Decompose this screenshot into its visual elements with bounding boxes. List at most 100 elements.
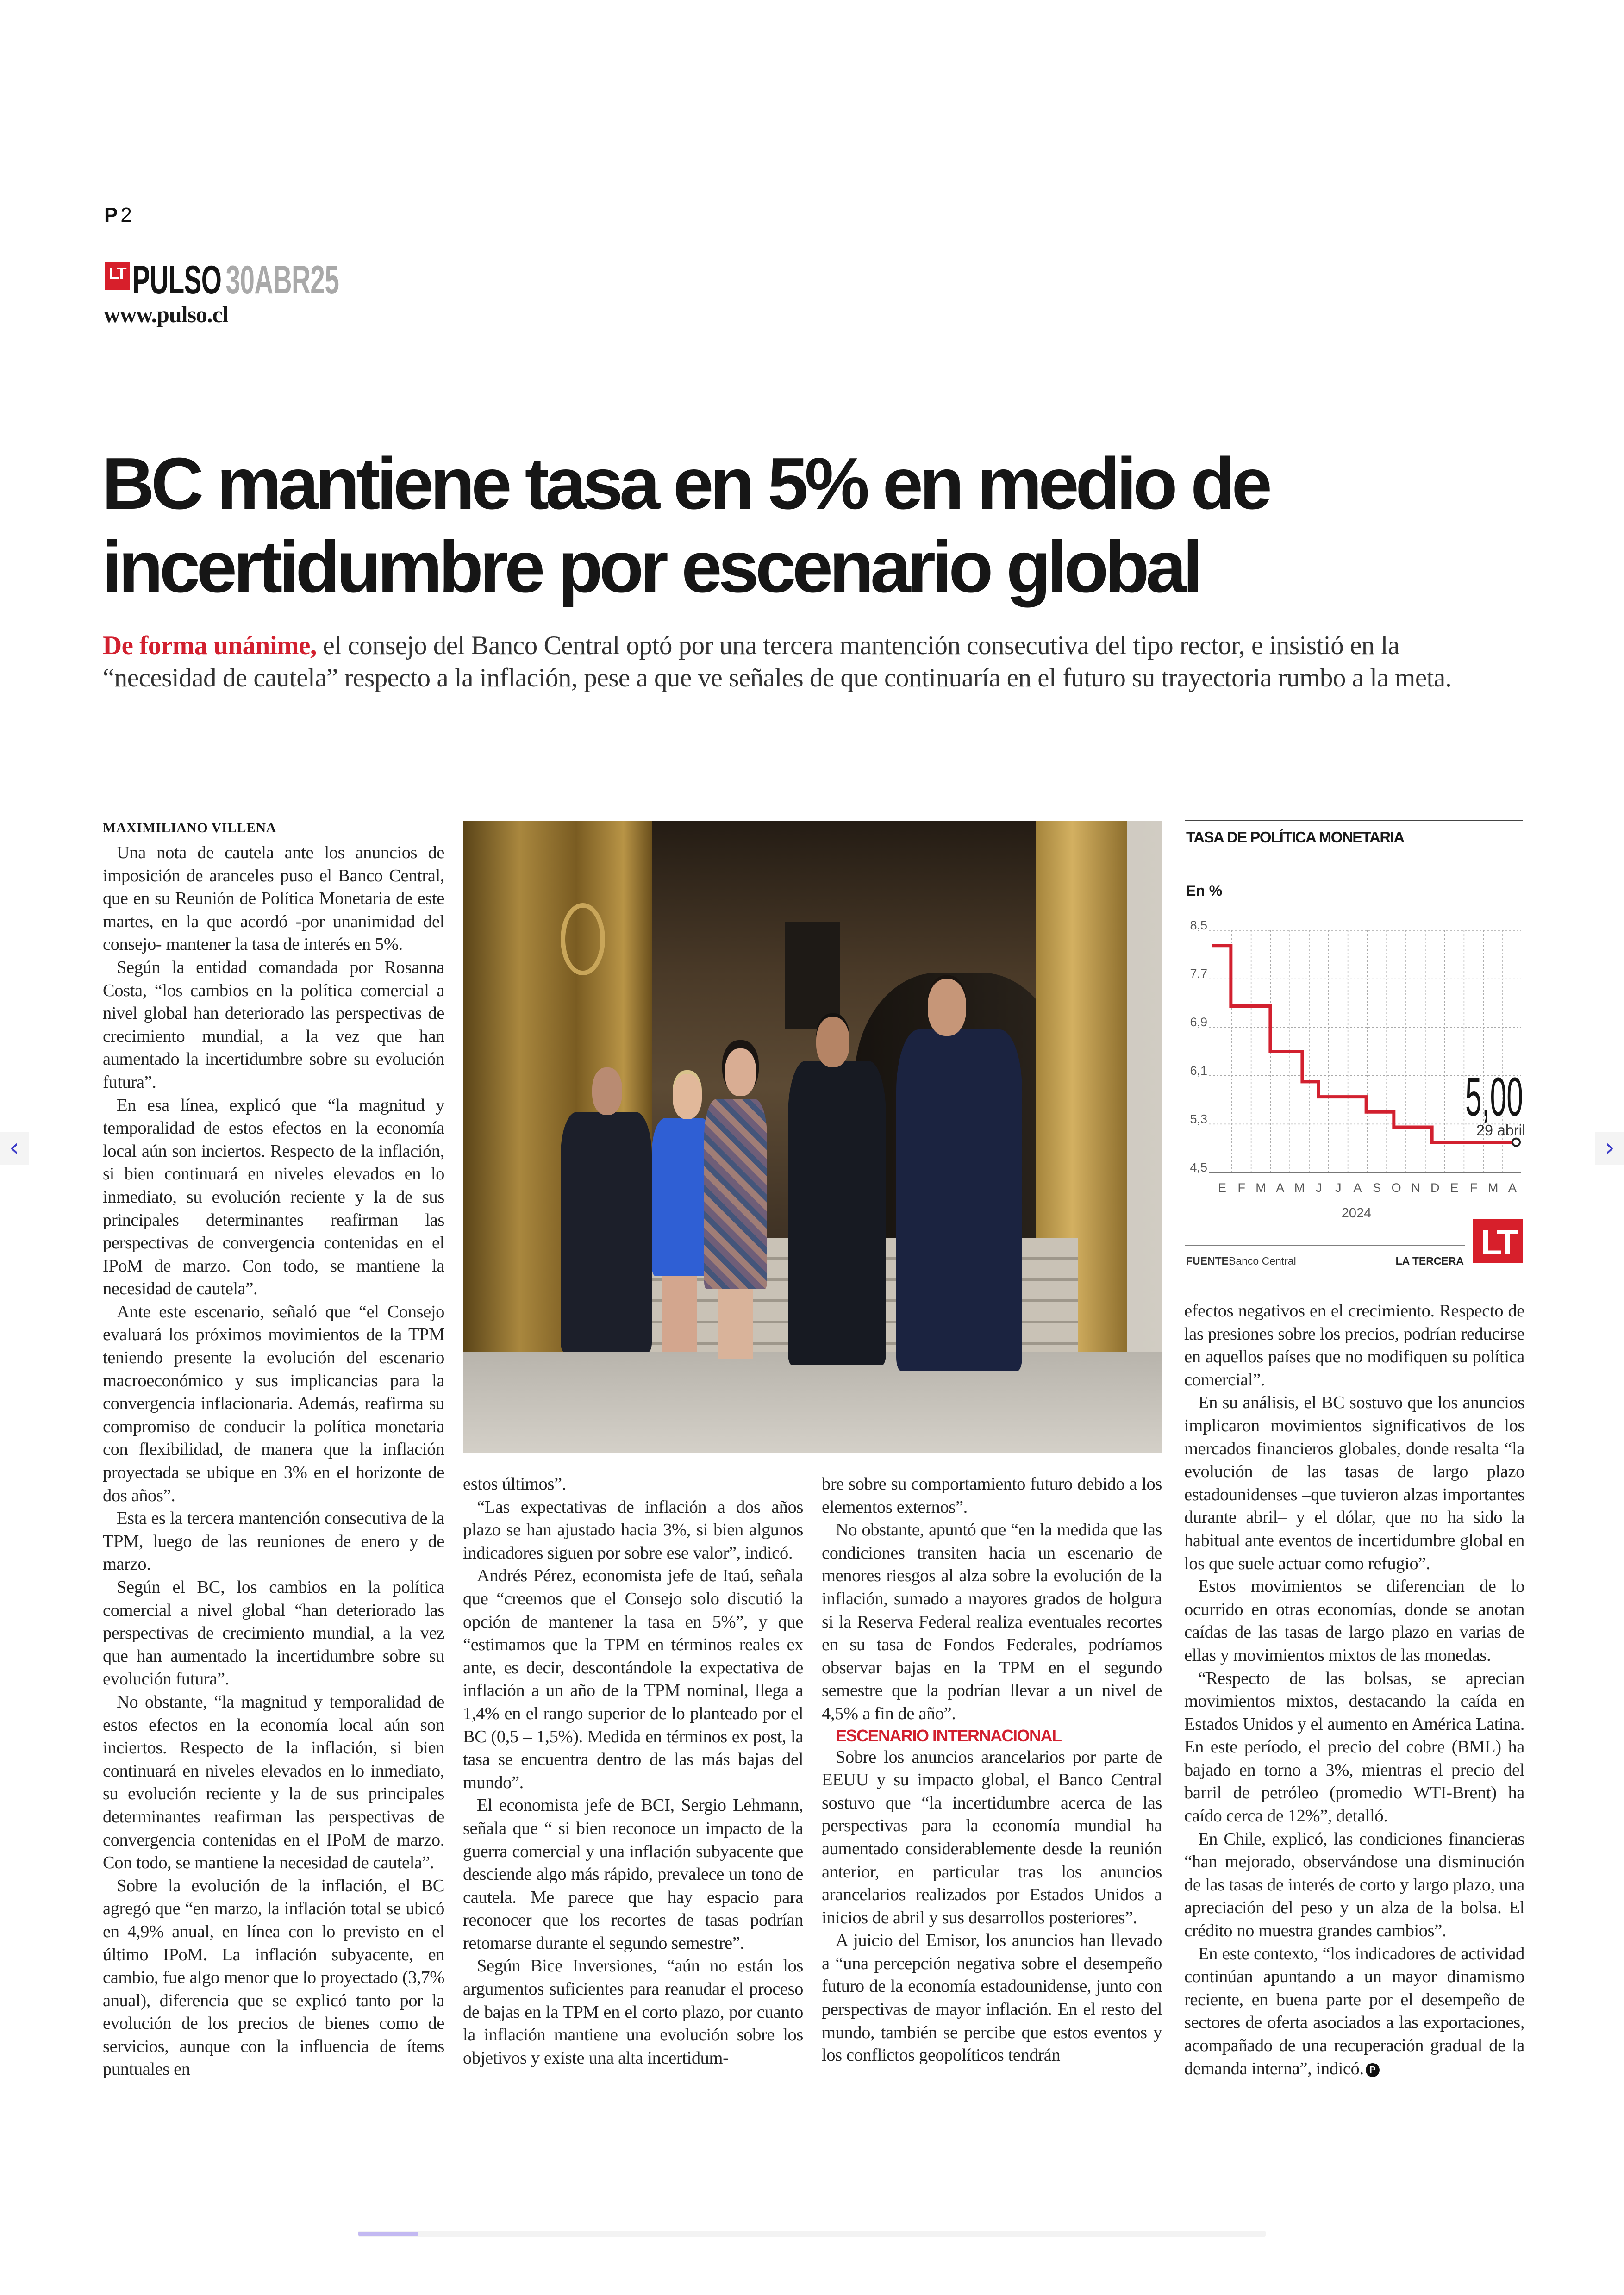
section-masthead: PULSO 30ABR25 [132, 257, 339, 303]
last-value-annotation: 5,00 [1465, 1066, 1523, 1128]
article-paragraph: En esa línea, explicó que “la magnitud y… [103, 1095, 444, 1299]
x-tick-label: M [1255, 1181, 1266, 1195]
person-4-head [816, 1017, 850, 1068]
article-paragraph: bre sobre su comportamiento futuro debid… [822, 1474, 1162, 1517]
person-2-head [673, 1073, 702, 1120]
chevron-right-icon[interactable]: › [1595, 1132, 1624, 1165]
tpm-chart: TASA DE POLÍTICA MONETARIA En % 8,5 7,7 6,9 6… [1185, 820, 1525, 1267]
article-paragraph: Una nota de cautela ante los anuncios de… [103, 843, 444, 954]
article-paragraph: “Respecto de las bolsas, se aprecian mov… [1184, 1668, 1524, 1826]
y-tick-label: 5,3 [1190, 1112, 1207, 1126]
article-paragraph: Sobre la evolución de la inflación, el B… [103, 1876, 444, 2079]
byline: MAXIMILIANO VILLENA [103, 820, 276, 836]
x-tick-label: J [1335, 1181, 1342, 1195]
headline-line: BC mantiene tasa en 5% en medio de [102, 443, 1272, 524]
end-of-article-icon: P [1365, 2063, 1380, 2077]
x-tick-label: M [1488, 1181, 1499, 1195]
article-paragraph: estos últimos”. [463, 1474, 566, 1494]
person-2-legs [662, 1276, 697, 1353]
y-tick-label: 4,5 [1190, 1160, 1207, 1174]
y-tick-label: 8,5 [1190, 918, 1207, 932]
person-5-head [928, 979, 967, 1036]
article-paragraph: Sobre los anuncios arancelarios por part… [822, 1747, 1162, 1927]
x-tick-label: E [1218, 1181, 1226, 1195]
credit-label: LA TERCERA [1396, 1255, 1464, 1267]
x-tick-label: O [1392, 1181, 1401, 1195]
last-value-marker [1512, 1137, 1521, 1147]
source-name: Banco Central [1229, 1255, 1296, 1267]
person-3-head [725, 1048, 756, 1096]
article-paragraph: En este contexto, “los indicadores de ac… [1184, 1943, 1524, 2081]
chart-title: TASA DE POLÍTICA MONETARIA [1186, 829, 1404, 846]
headline: BC mantiene tasa en 5% en medio de incer… [102, 442, 1537, 609]
x-tick-label: A [1508, 1181, 1517, 1195]
y-tick-label: 7,7 [1190, 967, 1207, 981]
person-1-body [561, 1111, 652, 1353]
chevron-left-icon[interactable]: ‹ [0, 1132, 29, 1165]
tpm-step-line [1212, 944, 1517, 1144]
article-paragraph: Según Bice Inversiones, “aún no están lo… [463, 1956, 803, 2068]
article-column-3: bre sobre su comportamiento futuro debid… [822, 1473, 1162, 2067]
x-tick-label: J [1316, 1181, 1322, 1195]
article-paragraph: A juicio del Emisor, los anuncios han ll… [822, 1931, 1162, 2065]
sidewalk [463, 1352, 1162, 1453]
article-paragraph: En su análisis, el BC sostuvo que los an… [1184, 1393, 1524, 1573]
y-axis-unit-label: En % [1186, 882, 1222, 899]
article-photo [463, 821, 1162, 1453]
deck-text: el consejo del Banco Central optó por un… [103, 631, 1452, 692]
person-1-head [592, 1067, 623, 1115]
x-tick-label: E [1450, 1181, 1458, 1195]
article-paragraph: Esta es la tercera mantención consecutiv… [103, 1509, 444, 1574]
article-paragraph: En Chile, explicó, las condiciones finan… [1184, 1829, 1524, 1941]
person-5-body [896, 1029, 1022, 1372]
article-paragraph: Según la entidad comandada por Rosanna C… [103, 957, 444, 1092]
deck: De forma unánime, el consejo del Banco C… [103, 630, 1459, 694]
article-paragraph: “Las expectativas de inflación a dos año… [463, 1497, 803, 1563]
person-3-legs [718, 1289, 753, 1359]
article-paragraph-text: En este contexto, “los indicadores de ac… [1184, 1944, 1524, 2078]
la-tercera-logo-text: LT [1480, 1223, 1518, 1262]
article-paragraph: Andrés Pérez, economista jefe de Itaú, s… [463, 1566, 803, 1792]
person-4-body [788, 1061, 886, 1365]
x-year-label: 2024 [1342, 1206, 1372, 1221]
article-paragraph: efectos negativos en el crecimiento. Res… [1184, 1301, 1524, 1390]
interior-window [784, 922, 841, 1030]
page-progress-fill [358, 2232, 418, 2236]
article-column-1: Una nota de cautela ante los anuncios de… [103, 842, 444, 2081]
x-tick-label: F [1470, 1181, 1478, 1195]
logo-badge-text: LT [109, 264, 126, 283]
y-tick-label: 6,9 [1190, 1015, 1207, 1029]
article-column-2: estos últimos”. “Las expectativas de infl… [463, 1473, 803, 2070]
la-tercera-logo: LT [105, 262, 130, 290]
section-name: PULSO [132, 258, 222, 302]
article-paragraph: El economista jefe de BCI, Sergio Lehman… [463, 1796, 803, 1953]
y-tick-label: 6,1 [1190, 1064, 1207, 1078]
section-subhead: ESCENARIO INTERNACIONAL [836, 1726, 1062, 1745]
x-tick-label: A [1276, 1181, 1284, 1195]
x-tick-label: M [1294, 1181, 1305, 1195]
page-number-value: 2 [120, 204, 132, 226]
page-progress-bar[interactable] [358, 2231, 1266, 2237]
person-2-body [651, 1118, 715, 1277]
article-paragraph: No obstante, “la magnitud y temporalidad… [103, 1692, 444, 1873]
article-paragraph: Estos movimientos se diferencian de lo o… [1184, 1577, 1524, 1665]
page-letter: P [104, 204, 118, 226]
article-paragraph: No obstante, apuntó que “en la medida qu… [822, 1520, 1162, 1723]
la-tercera-logo-icon [1473, 1219, 1523, 1263]
door-knocker [561, 903, 605, 976]
source-label: FUENTE: [1186, 1255, 1232, 1267]
person-3-body [704, 1099, 767, 1289]
article-column-4: efectos negativos en el crecimiento. Res… [1184, 1300, 1524, 2080]
site-url[interactable]: www.pulso.cl [104, 301, 229, 327]
x-tick-label: S [1373, 1181, 1381, 1195]
article-paragraph: Según el BC, los cambios en la política … [103, 1578, 444, 1689]
last-date-annotation: 29 abril [1476, 1122, 1525, 1139]
deck-lead: De forma unánime, [103, 631, 317, 660]
headline-line: incertidumbre por escenario global [102, 526, 1203, 608]
issue-date: 30ABR25 [225, 258, 339, 302]
x-tick-label: F [1237, 1181, 1245, 1195]
x-tick-label: D [1430, 1181, 1440, 1195]
x-tick-label: N [1411, 1181, 1420, 1195]
x-tick-label: A [1353, 1181, 1362, 1195]
